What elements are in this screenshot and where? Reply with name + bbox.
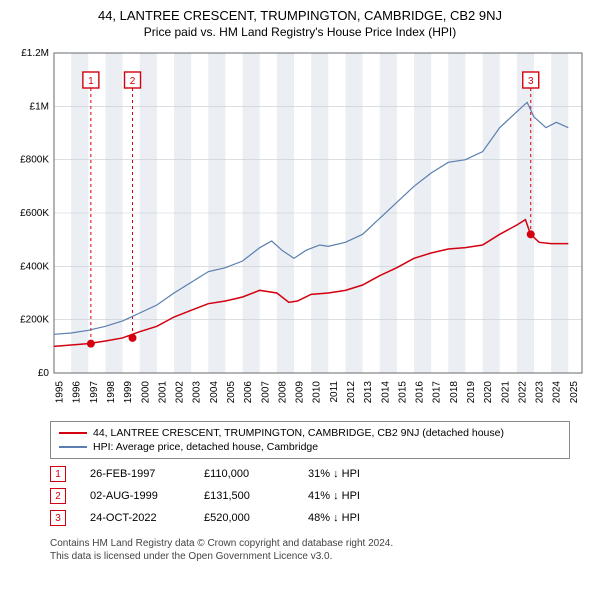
legend-swatch-hpi	[59, 446, 87, 448]
svg-text:2005: 2005	[226, 381, 237, 404]
svg-text:2004: 2004	[209, 381, 220, 404]
svg-text:1995: 1995	[55, 381, 66, 404]
sale-price: £110,000	[204, 468, 284, 480]
svg-text:2012: 2012	[346, 381, 357, 404]
svg-text:2008: 2008	[277, 381, 288, 404]
footer-line-1: Contains HM Land Registry data © Crown c…	[50, 537, 570, 550]
svg-text:1998: 1998	[106, 381, 117, 404]
svg-text:2025: 2025	[569, 381, 580, 404]
sale-row-3: 3 24-OCT-2022 £520,000 48% ↓ HPI	[50, 507, 570, 529]
svg-text:£400K: £400K	[20, 261, 49, 272]
svg-text:2007: 2007	[260, 381, 271, 404]
svg-text:2006: 2006	[243, 381, 254, 404]
sale-badge-1: 1	[50, 466, 66, 482]
svg-text:2009: 2009	[295, 381, 306, 404]
sale-badge-2: 2	[50, 488, 66, 504]
sale-diff: 41% ↓ HPI	[308, 490, 570, 502]
svg-text:2020: 2020	[483, 381, 494, 404]
svg-text:£800K: £800K	[20, 155, 49, 166]
sale-price: £131,500	[204, 490, 284, 502]
chart-svg: £0 £200K £400K £600K £800K £1M £1.2M 1995 1996 19…	[10, 45, 590, 415]
svg-text:2002: 2002	[175, 381, 186, 404]
legend-box: 44, LANTREE CRESCENT, TRUMPINGTON, CAMBR…	[50, 421, 570, 459]
sale-date: 02-AUG-1999	[90, 490, 180, 502]
sale-date: 26-FEB-1997	[90, 468, 180, 480]
sale-price: £520,000	[204, 512, 284, 524]
chart-area: £0 £200K £400K £600K £800K £1M £1.2M 1995 1996 19…	[10, 45, 590, 415]
svg-text:3: 3	[528, 76, 534, 87]
svg-text:£1M: £1M	[30, 101, 49, 112]
footer-line-2: This data is licensed under the Open Gov…	[50, 550, 570, 563]
svg-text:1: 1	[88, 76, 94, 87]
svg-text:1997: 1997	[89, 381, 100, 404]
title-block: 44, LANTREE CRESCENT, TRUMPINGTON, CAMBR…	[10, 8, 590, 39]
svg-text:2003: 2003	[192, 381, 203, 404]
svg-text:2010: 2010	[312, 381, 323, 404]
svg-text:2019: 2019	[466, 381, 477, 404]
svg-text:2021: 2021	[500, 381, 511, 404]
svg-text:£0: £0	[38, 368, 50, 379]
svg-text:£1.2M: £1.2M	[21, 48, 49, 59]
legend-label-property: 44, LANTREE CRESCENT, TRUMPINGTON, CAMBR…	[93, 427, 504, 439]
legend-label-hpi: HPI: Average price, detached house, Camb…	[93, 441, 318, 453]
sale-date: 24-OCT-2022	[90, 512, 180, 524]
title-line-2: Price paid vs. HM Land Registry's House …	[10, 25, 590, 39]
svg-text:2015: 2015	[397, 381, 408, 404]
sale-row-1: 1 26-FEB-1997 £110,000 31% ↓ HPI	[50, 463, 570, 485]
svg-text:2013: 2013	[363, 381, 374, 404]
sale-badge-3: 3	[50, 510, 66, 526]
sale-table: 1 26-FEB-1997 £110,000 31% ↓ HPI 2 02-AU…	[50, 463, 570, 529]
sale-diff: 31% ↓ HPI	[308, 468, 570, 480]
svg-text:1999: 1999	[123, 381, 134, 404]
svg-text:2001: 2001	[157, 381, 168, 404]
footer: Contains HM Land Registry data © Crown c…	[50, 537, 570, 563]
chart-container: 44, LANTREE CRESCENT, TRUMPINGTON, CAMBR…	[0, 0, 600, 571]
svg-text:1996: 1996	[72, 381, 83, 404]
svg-text:2024: 2024	[552, 381, 563, 404]
title-line-1: 44, LANTREE CRESCENT, TRUMPINGTON, CAMBR…	[10, 8, 590, 23]
legend-row-hpi: HPI: Average price, detached house, Camb…	[59, 440, 561, 454]
svg-text:2014: 2014	[380, 381, 391, 404]
svg-text:2023: 2023	[535, 381, 546, 404]
svg-text:2017: 2017	[432, 381, 443, 404]
svg-text:£600K: £600K	[20, 208, 49, 219]
svg-text:2016: 2016	[415, 381, 426, 404]
svg-text:2018: 2018	[449, 381, 460, 404]
svg-text:2: 2	[130, 76, 136, 87]
svg-text:£200K: £200K	[20, 315, 49, 326]
sale-diff: 48% ↓ HPI	[308, 512, 570, 524]
legend-row-property: 44, LANTREE CRESCENT, TRUMPINGTON, CAMBR…	[59, 426, 561, 440]
svg-text:2000: 2000	[140, 381, 151, 404]
svg-text:2011: 2011	[329, 381, 340, 403]
sale-row-2: 2 02-AUG-1999 £131,500 41% ↓ HPI	[50, 485, 570, 507]
legend-swatch-property	[59, 432, 87, 434]
svg-text:2022: 2022	[517, 381, 528, 404]
